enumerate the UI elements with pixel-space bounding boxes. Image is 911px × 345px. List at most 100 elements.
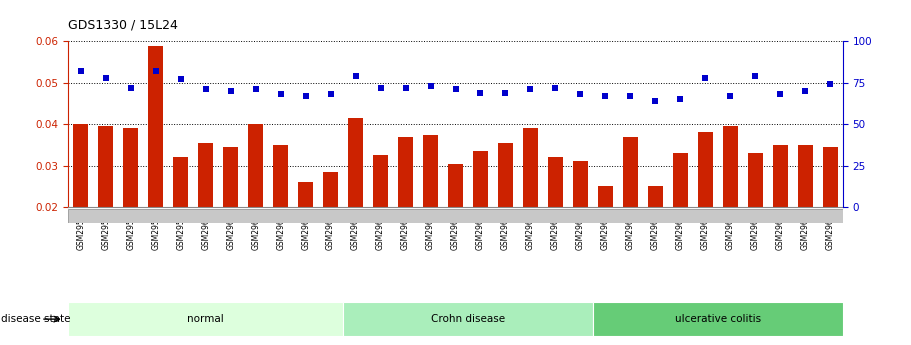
Text: GSM29606: GSM29606 (351, 209, 360, 250)
Point (398, 85, 413, 90)
Bar (573, 161, 588, 290)
Bar (498, 143, 513, 290)
Point (199, 87, 213, 92)
Text: Crohn disease: Crohn disease (431, 314, 505, 324)
Text: GSM29619: GSM29619 (676, 209, 685, 250)
Bar (148, 46, 163, 290)
Bar (722, 126, 738, 290)
Text: GSM29595: GSM29595 (77, 209, 86, 250)
Text: GSM29621: GSM29621 (726, 209, 735, 250)
Bar (343, 302, 593, 336)
Bar (298, 182, 313, 290)
Text: ulcerative colitis: ulcerative colitis (675, 314, 761, 324)
Bar (423, 135, 438, 290)
Bar (548, 157, 563, 290)
Text: GSM29613: GSM29613 (526, 209, 535, 250)
Text: disease state: disease state (1, 314, 70, 324)
Bar (623, 137, 638, 290)
Text: GSM29597: GSM29597 (127, 209, 135, 250)
Bar (473, 151, 488, 290)
Bar (223, 147, 238, 290)
Bar (648, 186, 663, 290)
Text: GSM29607: GSM29607 (376, 209, 385, 250)
Text: GSM29625: GSM29625 (825, 209, 834, 250)
Bar (348, 118, 363, 290)
Point (448, 87, 463, 92)
Point (623, 93, 638, 99)
Text: GSM29622: GSM29622 (751, 209, 760, 250)
Bar (199, 143, 213, 290)
Bar (698, 132, 712, 290)
Text: GSM29615: GSM29615 (576, 209, 585, 250)
Bar (248, 124, 263, 290)
Bar (73, 124, 88, 290)
Text: GSM29624: GSM29624 (801, 209, 810, 250)
Text: GSM29616: GSM29616 (601, 209, 609, 250)
Point (498, 90, 513, 96)
Bar (798, 145, 813, 290)
Point (723, 93, 738, 99)
Text: GSM29611: GSM29611 (476, 209, 485, 250)
Bar (398, 137, 413, 290)
Text: GSM29617: GSM29617 (626, 209, 635, 250)
Point (673, 97, 688, 102)
Bar (598, 186, 613, 290)
Bar (68, 302, 343, 336)
Point (548, 85, 563, 90)
Bar (773, 145, 788, 290)
Bar (448, 164, 463, 290)
Point (249, 87, 263, 92)
Text: GSM29598: GSM29598 (151, 209, 160, 250)
Point (173, 77, 188, 82)
Bar (748, 153, 763, 290)
Point (523, 87, 537, 92)
Point (374, 85, 388, 90)
Point (98, 75, 113, 81)
Text: GSM29612: GSM29612 (501, 209, 510, 250)
Text: normal: normal (188, 314, 224, 324)
Point (323, 92, 338, 97)
Point (273, 92, 288, 97)
Text: GSM29600: GSM29600 (201, 209, 210, 250)
Point (148, 68, 163, 74)
Point (74, 68, 88, 74)
Point (698, 75, 712, 81)
Text: GSM29609: GSM29609 (426, 209, 435, 250)
Point (298, 93, 312, 99)
Text: GSM29601: GSM29601 (226, 209, 235, 250)
Point (424, 83, 438, 89)
Text: GSM29605: GSM29605 (326, 209, 335, 250)
Bar (123, 128, 138, 290)
Bar (523, 128, 537, 290)
Point (573, 92, 588, 97)
Point (823, 82, 837, 87)
Bar (823, 147, 838, 290)
Point (798, 88, 813, 94)
Text: GSM29608: GSM29608 (401, 209, 410, 250)
Text: GSM29614: GSM29614 (551, 209, 560, 250)
Text: GSM29599: GSM29599 (176, 209, 185, 250)
Text: GSM29604: GSM29604 (302, 209, 310, 250)
Bar (593, 302, 843, 336)
Point (348, 73, 363, 79)
Point (223, 88, 238, 94)
Text: GSM29602: GSM29602 (251, 209, 261, 250)
Text: GSM29610: GSM29610 (451, 209, 460, 250)
Point (124, 85, 138, 90)
Text: GSM29620: GSM29620 (701, 209, 710, 250)
Text: GSM29596: GSM29596 (101, 209, 110, 250)
Text: GSM29623: GSM29623 (776, 209, 784, 250)
Point (773, 92, 787, 97)
Point (748, 73, 763, 79)
Bar (323, 172, 338, 290)
Bar (673, 153, 688, 290)
Point (599, 93, 613, 99)
Bar (173, 157, 189, 290)
Point (473, 90, 487, 96)
Bar (374, 155, 388, 290)
Bar (273, 145, 288, 290)
Text: GSM29603: GSM29603 (276, 209, 285, 250)
Text: GSM29618: GSM29618 (650, 209, 660, 250)
Point (648, 98, 662, 104)
Bar (98, 126, 113, 290)
